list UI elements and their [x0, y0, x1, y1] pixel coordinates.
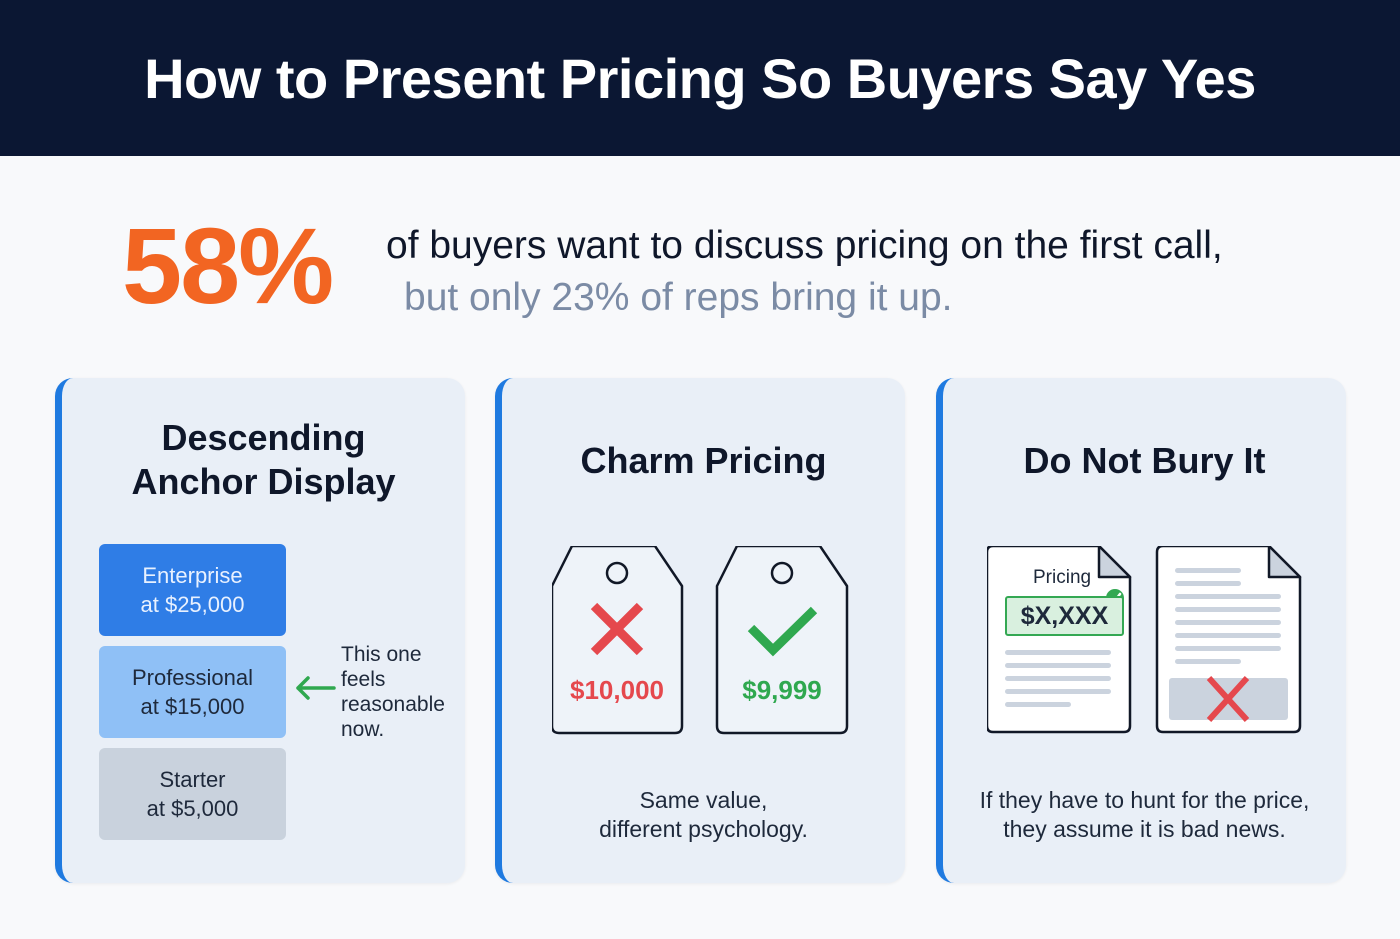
card-title: Charm Pricing	[580, 440, 827, 481]
tier-professional: Professional at $15,000	[99, 646, 286, 738]
tier-enterprise: Enterprise at $25,000	[99, 544, 286, 636]
arrow-left-icon	[296, 676, 336, 700]
price-tag-rejected	[552, 546, 684, 735]
card-descending-anchor: Descending Anchor Display Enterprise at …	[55, 378, 465, 883]
annotation-note: This one feels reasonable now.	[341, 643, 445, 741]
card-title: Do Not Bury It	[1023, 440, 1266, 481]
tag-price-accepted: $9,999	[742, 675, 822, 705]
document-buried	[1155, 546, 1302, 734]
price-highlight: $X,XXX	[1005, 596, 1124, 636]
stat-section: 58% of buyers want to discuss pricing on…	[122, 206, 1302, 326]
stat-value: 58%	[122, 205, 334, 326]
stat-line-2: but only 23% of reps bring it up.	[404, 276, 953, 319]
price-tags-illustration	[552, 546, 849, 735]
card-do-not-bury: Do Not Bury It Pricing	[936, 378, 1346, 883]
stat-line-1: of buyers want to discuss pricing on the…	[386, 224, 1223, 267]
x-icon	[1206, 675, 1250, 723]
card-charm-pricing: Charm Pricing $10,000 $9,999 Same value,…	[495, 378, 905, 883]
check-icon	[747, 606, 818, 657]
pricing-label: Pricing	[1033, 567, 1092, 588]
card-title: Descending Anchor Display	[131, 417, 396, 502]
documents-illustration	[987, 546, 1302, 734]
price-tag-accepted	[715, 546, 849, 735]
card-caption: Same value, different psychology.	[599, 787, 808, 842]
header-banner: How to Present Pricing So Buyers Say Yes	[0, 0, 1400, 156]
card-caption: If they have to hunt for the price, they…	[979, 787, 1310, 842]
tier-starter: Starter at $5,000	[99, 748, 286, 840]
x-icon	[590, 602, 644, 656]
page-title: How to Present Pricing So Buyers Say Yes	[144, 46, 1256, 110]
tag-price-rejected: $10,000	[570, 675, 664, 705]
